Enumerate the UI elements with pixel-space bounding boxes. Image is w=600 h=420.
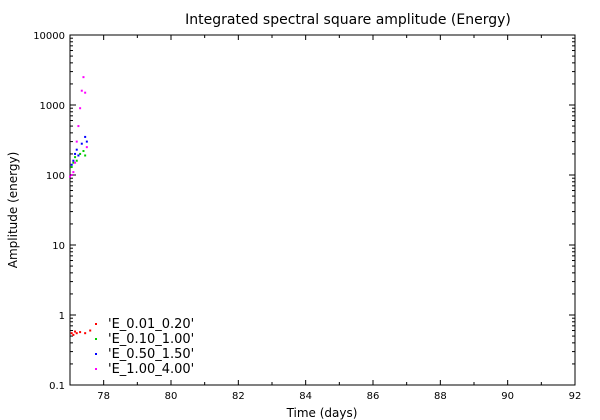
x-axis-title: Time (days) <box>286 406 358 420</box>
x-axis: 78 80 82 84 86 88 90 92 <box>69 35 582 402</box>
data-point <box>84 332 87 335</box>
x-tick-label: 80 <box>165 391 178 402</box>
legend-label: 'E_0.01_0.20' <box>108 317 194 332</box>
data-point <box>80 142 83 145</box>
data-series-layer <box>69 76 92 336</box>
y-axis: 0.1 1 10 100 1000 10000 <box>33 31 575 392</box>
data-point <box>80 89 83 92</box>
data-point <box>77 125 80 128</box>
legend-label: 'E_0.50_1.50' <box>108 347 194 362</box>
data-point <box>70 163 73 166</box>
legend-entry: 'E_0.01_0.20' <box>95 317 194 332</box>
data-point <box>77 154 80 157</box>
legend-marker <box>95 353 97 355</box>
series-3 <box>70 135 88 166</box>
legend-marker <box>95 338 97 340</box>
y-tick-label: 1000 <box>40 101 65 112</box>
y-tick-label: 10 <box>52 241 65 252</box>
data-point <box>74 156 77 159</box>
x-tick-label: 78 <box>97 391 110 402</box>
x-tick-label: 82 <box>232 391 245 402</box>
data-point <box>70 166 73 169</box>
data-point <box>74 330 77 333</box>
data-point <box>75 140 78 143</box>
chart-title: Integrated spectral square amplitude (En… <box>185 12 511 28</box>
x-tick-label: 90 <box>501 391 514 402</box>
data-point <box>84 91 87 94</box>
data-point <box>72 161 75 164</box>
x-tick-label: 88 <box>434 391 447 402</box>
data-point <box>69 175 71 178</box>
y-tick-label: 0.1 <box>49 381 65 392</box>
data-point <box>84 154 87 157</box>
series-1 <box>70 329 92 336</box>
data-point <box>85 146 88 149</box>
x-tick-label: 92 <box>569 391 582 402</box>
data-point <box>75 159 78 162</box>
data-point <box>89 329 92 332</box>
legend-label: 'E_1.00_4.00' <box>108 362 194 377</box>
data-point <box>79 107 82 110</box>
data-point <box>75 332 78 335</box>
x-tick-label: 86 <box>367 391 380 402</box>
y-axis-title: Amplitude (energy) <box>6 152 20 268</box>
data-point <box>75 148 78 151</box>
data-point <box>79 152 82 155</box>
plot-area-frame <box>69 34 576 386</box>
data-point <box>70 174 73 176</box>
data-point <box>72 333 75 336</box>
data-point <box>79 331 82 334</box>
data-point <box>84 135 87 138</box>
series-2 <box>70 150 87 169</box>
series-4 <box>69 76 88 178</box>
x-tick-label: 84 <box>299 391 312 402</box>
legend: 'E_0.01_0.20''E_0.10_1.00''E_0.50_1.50''… <box>95 317 194 377</box>
data-point <box>72 159 75 162</box>
legend-entry: 'E_1.00_4.00' <box>95 362 194 377</box>
y-tick-label: 100 <box>46 171 65 182</box>
data-point <box>85 140 88 143</box>
data-point <box>82 76 85 79</box>
data-point <box>70 332 73 335</box>
legend-marker <box>95 323 97 325</box>
legend-entry: 'E_0.50_1.50' <box>95 347 194 362</box>
data-point <box>74 161 77 164</box>
data-point <box>74 152 77 155</box>
y-tick-label: 1 <box>59 311 65 322</box>
data-point <box>82 150 85 153</box>
legend-label: 'E_0.10_1.00' <box>108 332 194 347</box>
y-tick-label: 10000 <box>33 31 65 42</box>
data-point <box>72 171 75 174</box>
legend-marker <box>95 368 97 370</box>
legend-entry: 'E_0.10_1.00' <box>95 332 194 347</box>
